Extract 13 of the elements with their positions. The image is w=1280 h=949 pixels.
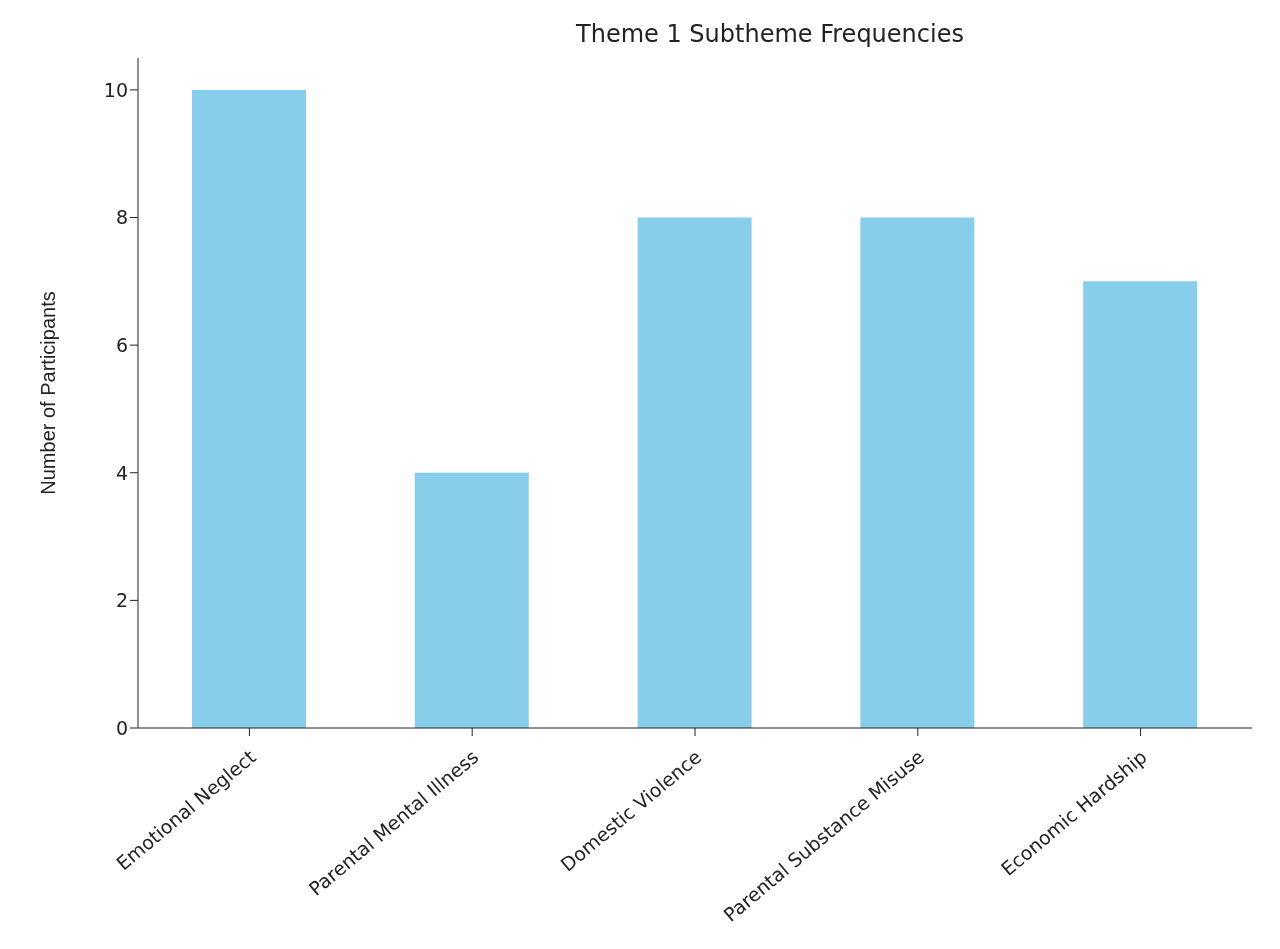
y-axis-title: Number of Participants	[37, 291, 60, 495]
chart-title: Theme 1 Subtheme Frequencies	[575, 20, 965, 48]
bar	[192, 89, 306, 728]
y-tick-label: 6	[115, 333, 128, 356]
bar	[860, 217, 975, 728]
bar	[1083, 281, 1198, 728]
y-tick-label: 4	[115, 461, 128, 484]
bar	[414, 472, 529, 728]
y-tick-label: 10	[103, 78, 128, 101]
bar	[637, 217, 752, 728]
y-tick-label: 8	[115, 206, 128, 229]
y-tick-label: 2	[115, 589, 128, 612]
y-tick-label: 0	[115, 716, 128, 739]
